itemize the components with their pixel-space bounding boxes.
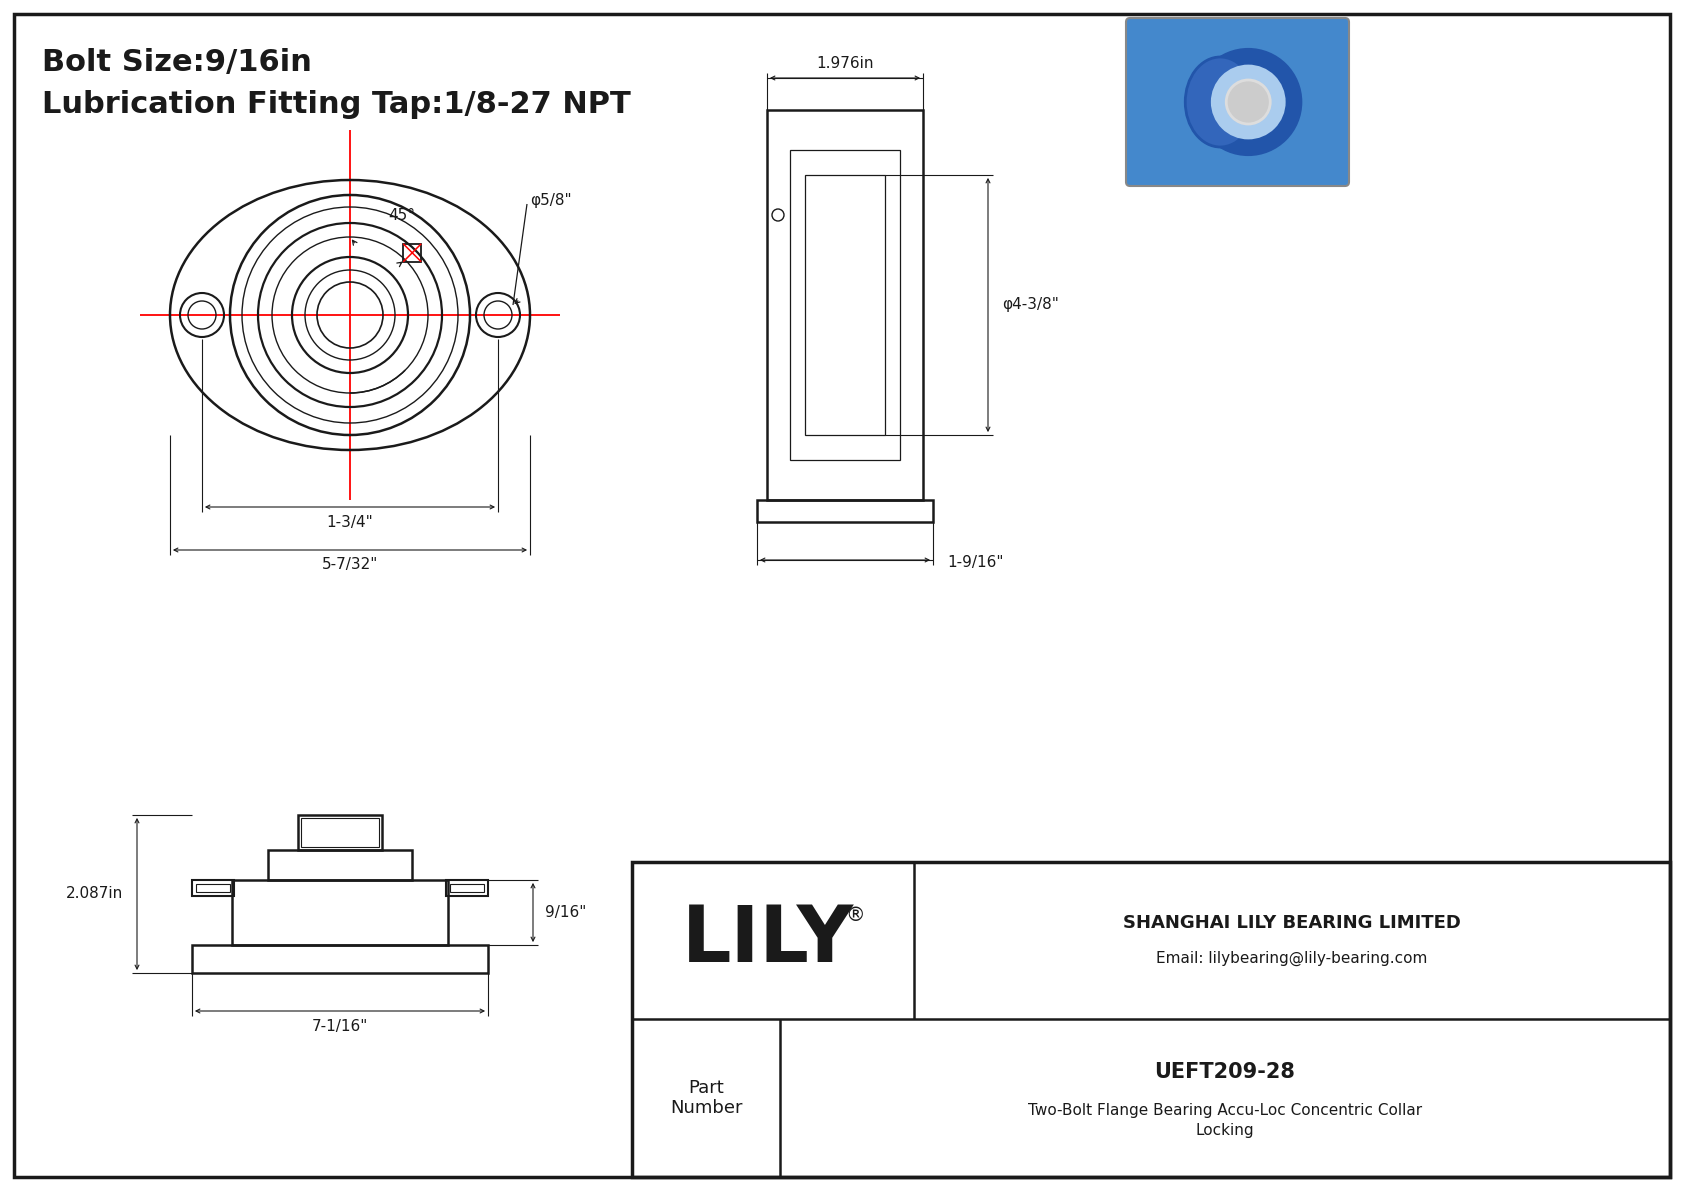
Ellipse shape (1186, 57, 1255, 146)
Ellipse shape (170, 180, 530, 450)
Bar (761, 105, 928, 505)
Circle shape (1212, 66, 1285, 138)
Text: Lubrication Fitting Tap:1/8-27 NPT: Lubrication Fitting Tap:1/8-27 NPT (42, 91, 632, 119)
Bar (450, 884, 483, 892)
Text: Email: lilybearing@lily-bearing.com: Email: lilybearing@lily-bearing.com (1157, 950, 1428, 966)
Text: UEFT209-28: UEFT209-28 (1155, 1062, 1295, 1081)
Text: 45°: 45° (389, 207, 416, 223)
Bar (131, 810, 547, 978)
Bar (232, 880, 448, 944)
Bar (268, 850, 413, 880)
Text: φ5/8": φ5/8" (530, 193, 571, 207)
Bar (758, 500, 933, 522)
Bar (192, 880, 234, 896)
Text: LILY: LILY (682, 903, 854, 979)
Bar (446, 880, 488, 896)
Bar (632, 862, 1671, 1177)
Text: Locking: Locking (1196, 1122, 1255, 1137)
Bar (790, 150, 899, 460)
Bar (766, 110, 923, 500)
Bar (301, 818, 379, 847)
FancyBboxPatch shape (1127, 18, 1349, 186)
Text: Part
Number: Part Number (670, 1079, 743, 1117)
Text: 1.976in: 1.976in (817, 56, 874, 70)
Text: Bolt Size:9/16in: Bolt Size:9/16in (42, 48, 312, 77)
Bar (192, 944, 488, 973)
Bar (402, 244, 421, 262)
Text: φ4-3/8": φ4-3/8" (1002, 298, 1059, 312)
Text: 7-1/16": 7-1/16" (312, 1018, 369, 1034)
Text: 2.087in: 2.087in (66, 886, 123, 902)
Bar (805, 175, 886, 435)
Text: 1-3/4": 1-3/4" (327, 515, 374, 530)
Circle shape (1226, 80, 1270, 124)
Circle shape (1196, 50, 1300, 154)
Text: 5-7/32": 5-7/32" (322, 557, 379, 573)
Bar (298, 815, 382, 850)
Text: 9/16": 9/16" (546, 905, 586, 919)
Text: Two-Bolt Flange Bearing Accu-Loc Concentric Collar: Two-Bolt Flange Bearing Accu-Loc Concent… (1027, 1103, 1421, 1117)
Text: 1-9/16": 1-9/16" (946, 555, 1004, 570)
Text: SHANGHAI LILY BEARING LIMITED: SHANGHAI LILY BEARING LIMITED (1123, 913, 1462, 931)
Text: ®: ® (845, 906, 866, 925)
Bar (195, 884, 231, 892)
